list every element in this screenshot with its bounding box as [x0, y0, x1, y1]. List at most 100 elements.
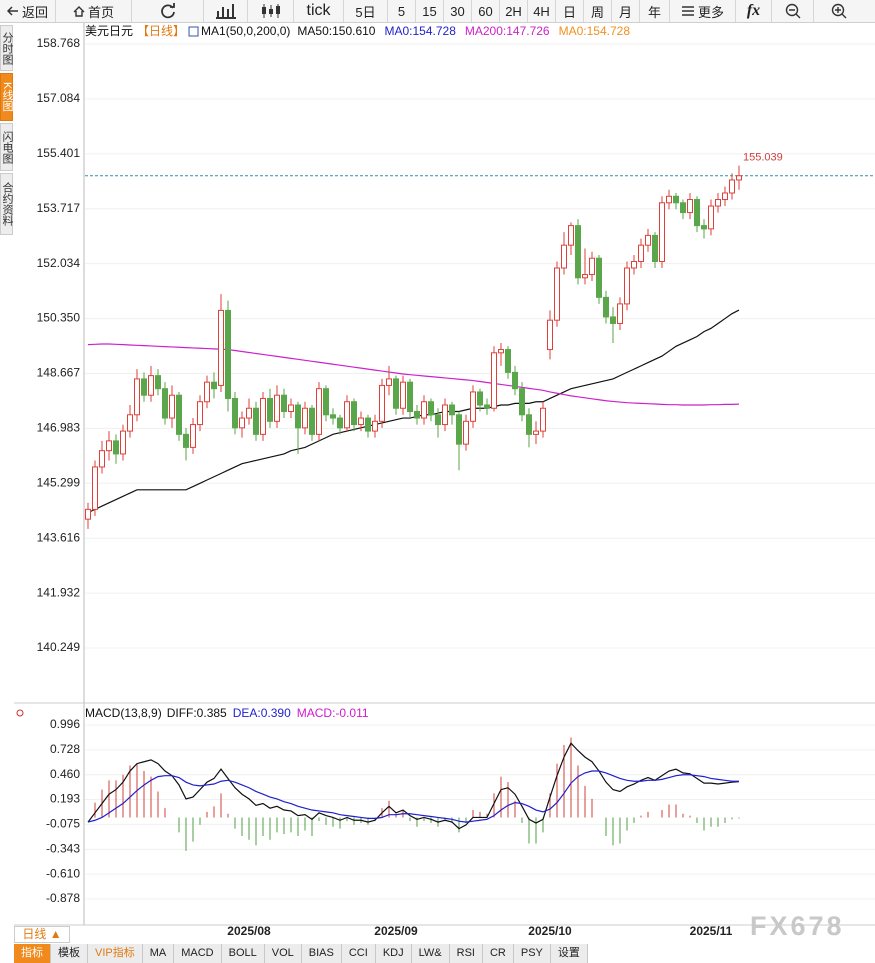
candle-body: [260, 397, 266, 435]
candle-body: [330, 414, 336, 419]
chart-type-button[interactable]: [204, 0, 248, 22]
period-button[interactable]: 年: [640, 0, 670, 22]
candle-body: [120, 430, 126, 455]
indicator-tab[interactable]: VOL: [265, 944, 302, 963]
candle-body: [715, 199, 721, 207]
indicator-tab[interactable]: 指标: [14, 944, 51, 963]
candle-body: [519, 388, 525, 416]
more-button[interactable]: 更多: [670, 0, 736, 22]
indicator-tab[interactable]: LW&: [412, 944, 450, 963]
zoom-in-icon: [831, 3, 847, 19]
candle-body: [463, 420, 469, 445]
candle-type-button[interactable]: [248, 0, 294, 22]
candle-body: [568, 225, 574, 246]
y-tick-label: -0.343: [46, 841, 80, 855]
period-button[interactable]: 日: [556, 0, 584, 22]
indicator-tab[interactable]: CCI: [342, 944, 376, 963]
legend-text: 美元日元: [85, 24, 133, 38]
indicator-tab[interactable]: KDJ: [376, 944, 412, 963]
candle-body: [239, 417, 245, 429]
period-button[interactable]: 30: [444, 0, 472, 22]
bars-icon: [215, 4, 236, 19]
legend-entry: MA0:154.728: [559, 24, 631, 38]
back-button[interactable]: 返回: [0, 0, 56, 22]
back-icon: [6, 6, 18, 16]
period-button[interactable]: 2H: [500, 0, 528, 22]
side-tab[interactable]: 闪电图: [0, 123, 13, 171]
x-tick-label: 2025/11: [690, 924, 733, 938]
candle-body: [204, 381, 210, 403]
period-button[interactable]: 4H: [528, 0, 556, 22]
refresh-button[interactable]: [132, 0, 204, 22]
side-tab[interactable]: 合约资料: [0, 173, 13, 235]
button-label: 返回: [21, 4, 48, 20]
indicator-tab[interactable]: MA: [143, 944, 175, 963]
period-button[interactable]: 5: [388, 0, 416, 22]
y-tick-label: 0.728: [50, 742, 80, 756]
indicator-tab[interactable]: VIP指标: [88, 944, 143, 963]
candle-body: [638, 244, 644, 262]
candle-body: [393, 378, 399, 409]
home-button[interactable]: 首页: [56, 0, 132, 22]
period-button[interactable]: tick: [294, 0, 344, 22]
candle-body: [645, 234, 651, 246]
candle-body: [309, 407, 315, 435]
indicator-tab[interactable]: BOLL: [222, 944, 265, 963]
y-tick-label: 141.932: [37, 585, 81, 599]
candle-body: [589, 257, 595, 276]
candle-body: [421, 401, 427, 419]
indicator-tab[interactable]: BIAS: [302, 944, 342, 963]
indicator-tab[interactable]: PSY: [514, 944, 551, 963]
y-tick-label: 150.350: [37, 311, 81, 325]
candle-body: [400, 381, 406, 409]
candle-body: [183, 433, 189, 448]
candle-body: [449, 404, 455, 416]
zoom-out-button[interactable]: [772, 0, 814, 22]
candle-body: [113, 440, 119, 455]
period-tab[interactable]: 日线 ▲: [14, 926, 70, 943]
zoom-out-icon: [785, 3, 800, 19]
indicator-tab[interactable]: MACD: [174, 944, 222, 963]
candle-body: [316, 388, 322, 435]
candle-body: [267, 397, 273, 422]
indicator-tab[interactable]: CR: [483, 944, 514, 963]
candle-body: [295, 404, 301, 429]
indicator-tab[interactable]: 设置: [551, 944, 588, 963]
zoom-in-button[interactable]: [814, 0, 864, 22]
candle-body: [169, 394, 175, 419]
side-tab-active[interactable]: K线图: [0, 73, 13, 121]
candle-body: [624, 267, 630, 305]
legend-entry: MACD:-0.011: [297, 706, 369, 720]
y-tick-label: 153.717: [37, 201, 81, 215]
y-tick-label: 140.249: [37, 640, 81, 654]
x-tick-label: 2025/10: [528, 924, 572, 938]
candle-body: [288, 404, 294, 413]
candle-body: [302, 407, 308, 429]
candle-body: [211, 381, 217, 390]
side-tab[interactable]: 分时图: [0, 25, 13, 71]
candle-body: [85, 508, 91, 520]
period-button[interactable]: 60: [472, 0, 500, 22]
candle-body: [99, 450, 105, 468]
indicator-tab[interactable]: 模板: [51, 944, 88, 963]
y-tick-label: 146.983: [37, 421, 81, 435]
formula-button[interactable]: fx: [736, 0, 772, 22]
y-tick-label: 145.299: [37, 475, 81, 489]
candle-body: [372, 420, 378, 432]
candle-body: [477, 391, 483, 406]
period-button[interactable]: 周: [584, 0, 612, 22]
candle-body: [323, 388, 329, 416]
candle-body: [92, 466, 98, 510]
period-button[interactable]: 月: [612, 0, 640, 22]
candle-body: [680, 202, 686, 214]
candle-body: [596, 257, 602, 298]
period-button[interactable]: 15: [416, 0, 444, 22]
indicator-tab[interactable]: RSI: [450, 944, 483, 963]
period-button[interactable]: 5日: [344, 0, 388, 22]
candle-body: [246, 407, 252, 419]
candle-body: [190, 424, 196, 448]
indicator-tabs: 指标 模板 VIP指标 MA MACD BOLL VOL BIAS CCI KD…: [14, 944, 588, 963]
candle-body: [456, 414, 462, 445]
